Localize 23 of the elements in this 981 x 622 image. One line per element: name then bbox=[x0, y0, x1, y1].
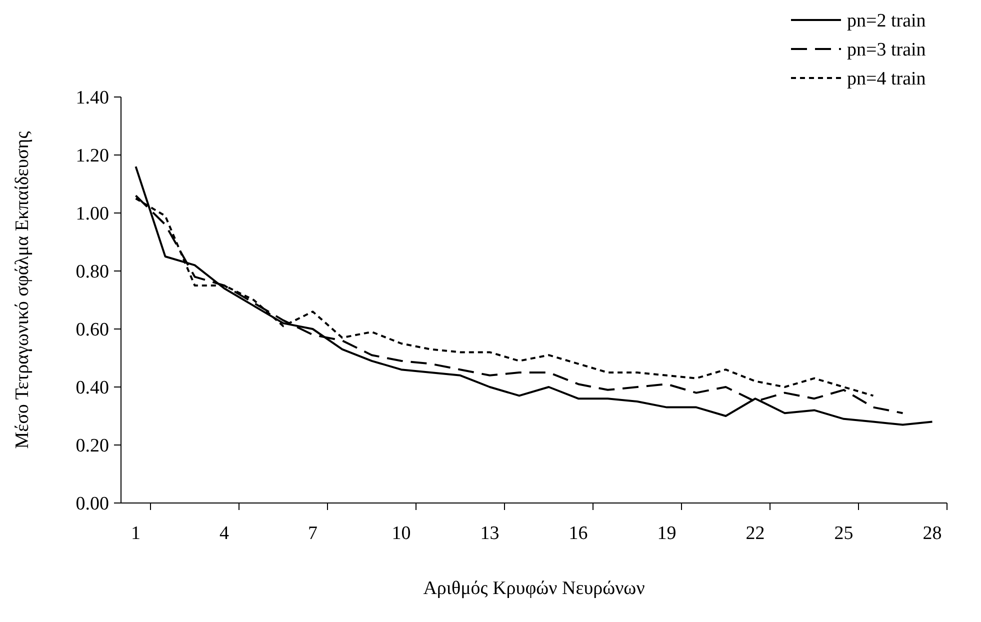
x-tick-label: 22 bbox=[746, 523, 765, 544]
legend-label: pn=2 train bbox=[847, 10, 926, 32]
x-tick-label: 10 bbox=[392, 523, 411, 544]
x-tick-label: 7 bbox=[308, 523, 318, 544]
x-tick-label: 1 bbox=[131, 523, 140, 544]
y-tick-label: 1.00 bbox=[76, 204, 109, 225]
x-tick-label: 16 bbox=[568, 523, 588, 544]
legend-label: pn=4 train bbox=[847, 68, 926, 90]
y-tick-label: 0.00 bbox=[76, 494, 109, 515]
x-tick-label: 4 bbox=[220, 523, 230, 544]
y-tick-label: 1.20 bbox=[76, 146, 109, 167]
x-tick-label: 25 bbox=[834, 523, 854, 544]
x-axis-title: Αριθμός Κρυφών Νευρώνων bbox=[423, 578, 646, 599]
y-tick-label: 0.20 bbox=[76, 436, 109, 457]
y-tick-label: 0.40 bbox=[76, 378, 109, 399]
x-tick-label: 13 bbox=[480, 523, 500, 544]
x-tick-label: 28 bbox=[922, 523, 942, 544]
y-tick-label: 1.40 bbox=[76, 88, 109, 109]
x-tick-label: 19 bbox=[657, 523, 676, 544]
y-tick-label: 0.60 bbox=[76, 320, 109, 341]
y-tick-label: 0.80 bbox=[76, 262, 109, 283]
legend-label: pn=3 train bbox=[847, 40, 926, 61]
y-axis-title: Μέσο Τετραγωνικό σφάλμα Εκπαίδευσης bbox=[12, 130, 33, 449]
